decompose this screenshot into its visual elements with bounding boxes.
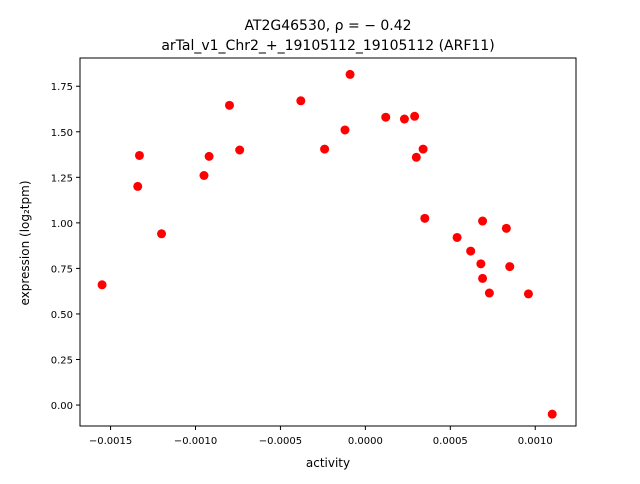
- data-point: [420, 213, 430, 223]
- data-point: [320, 144, 330, 154]
- data-point: [133, 181, 143, 191]
- data-point: [411, 152, 421, 162]
- data-point: [410, 111, 420, 121]
- y-tick-label: 1.50: [51, 128, 73, 139]
- y-tick-label: 1.75: [51, 82, 73, 93]
- x-axis-label: activity: [306, 456, 350, 470]
- data-point: [478, 216, 488, 226]
- data-point: [97, 280, 107, 290]
- y-tick-label: 0.00: [51, 401, 73, 412]
- x-tick-label: 0.0010: [518, 436, 553, 447]
- data-point: [381, 112, 391, 122]
- data-point: [466, 246, 476, 256]
- data-point: [478, 273, 488, 283]
- plot-background: [80, 58, 576, 426]
- chart-title: AT2G46530, ρ = − 0.42: [244, 18, 411, 34]
- data-point: [134, 150, 144, 160]
- data-point: [484, 288, 494, 298]
- chart-subtitle: arTal_v1_Chr2_+_19105112_19105112 (ARF11…: [161, 38, 494, 54]
- data-point: [505, 262, 515, 272]
- data-point: [476, 259, 486, 269]
- data-point: [204, 151, 214, 161]
- data-point: [547, 409, 557, 419]
- data-point: [501, 223, 511, 233]
- data-point: [199, 171, 209, 181]
- x-tick-label: −0.0005: [259, 436, 302, 447]
- data-point: [399, 114, 409, 124]
- data-point: [296, 96, 306, 106]
- plot-frame: [79, 57, 577, 427]
- x-tick-label: 0.0000: [348, 436, 383, 447]
- y-tick-label: 0.50: [51, 310, 73, 321]
- data-point: [340, 125, 350, 135]
- data-point: [235, 145, 245, 155]
- x-tick-label: −0.0010: [174, 436, 217, 447]
- x-tick-label: 0.0005: [433, 436, 468, 447]
- y-tick-label: 0.75: [51, 264, 73, 275]
- y-tick-label: 1.00: [51, 219, 73, 230]
- data-point: [452, 232, 462, 242]
- data-point: [345, 69, 355, 79]
- data-points: [97, 69, 557, 419]
- data-point: [224, 100, 234, 110]
- x-tick-label: −0.0015: [89, 436, 132, 447]
- data-point: [157, 229, 167, 239]
- data-point: [523, 289, 533, 299]
- y-tick-label: 0.25: [51, 356, 73, 367]
- y-tick-label: 1.25: [51, 173, 73, 184]
- y-axis-label: expression (log₂tpm): [18, 180, 32, 305]
- data-point: [418, 144, 428, 154]
- plot-area: [80, 58, 576, 426]
- axes: −0.0015 −0.0010 −0.0005 0.0000 0.0005 0.0010 0…: [51, 57, 577, 447]
